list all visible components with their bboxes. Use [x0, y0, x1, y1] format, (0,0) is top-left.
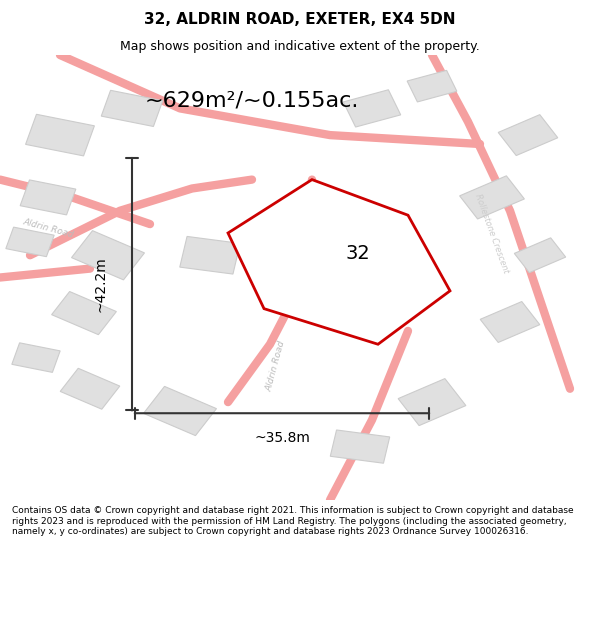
- Polygon shape: [514, 238, 566, 272]
- Polygon shape: [101, 91, 163, 126]
- Polygon shape: [343, 90, 401, 127]
- Polygon shape: [398, 379, 466, 426]
- Polygon shape: [180, 236, 240, 274]
- Text: Aldrin Road: Aldrin Road: [265, 340, 287, 393]
- Text: ~629m²/~0.155ac.: ~629m²/~0.155ac.: [145, 91, 359, 111]
- Polygon shape: [330, 430, 390, 463]
- Text: Map shows position and indicative extent of the property.: Map shows position and indicative extent…: [120, 39, 480, 52]
- Text: Rollestone Crescent: Rollestone Crescent: [473, 192, 511, 274]
- Polygon shape: [60, 368, 120, 409]
- Text: 32, ALDRIN ROAD, EXETER, EX4 5DN: 32, ALDRIN ROAD, EXETER, EX4 5DN: [144, 12, 456, 27]
- Polygon shape: [228, 179, 450, 344]
- Text: ~42.2m: ~42.2m: [94, 256, 108, 312]
- Polygon shape: [26, 114, 94, 156]
- Text: Aldrin Road: Aldrin Road: [22, 217, 74, 239]
- Polygon shape: [71, 231, 145, 280]
- Polygon shape: [258, 236, 318, 274]
- Text: Contains OS data © Crown copyright and database right 2021. This information is : Contains OS data © Crown copyright and d…: [12, 506, 574, 536]
- Polygon shape: [12, 343, 60, 372]
- Polygon shape: [407, 71, 457, 102]
- Polygon shape: [143, 386, 217, 436]
- Polygon shape: [20, 180, 76, 215]
- Polygon shape: [480, 301, 540, 343]
- Polygon shape: [52, 291, 116, 334]
- Polygon shape: [460, 176, 524, 219]
- Polygon shape: [6, 227, 54, 257]
- Text: ~35.8m: ~35.8m: [254, 431, 310, 445]
- Polygon shape: [498, 114, 558, 156]
- Text: 32: 32: [346, 244, 370, 262]
